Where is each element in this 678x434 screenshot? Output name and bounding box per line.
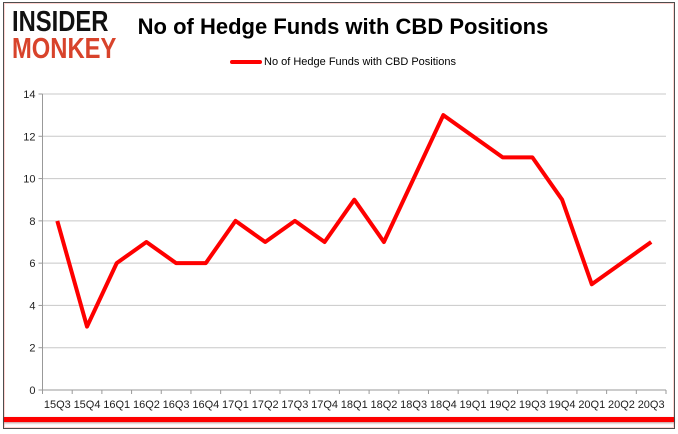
x-axis-label: 18Q4 [430, 399, 457, 411]
x-axis-label: 20Q3 [638, 399, 665, 411]
x-axis-label: 19Q4 [549, 399, 576, 411]
x-axis-label: 16Q1 [103, 399, 130, 411]
x-axis-label: 17Q3 [281, 399, 308, 411]
x-axis-label: 18Q2 [370, 399, 397, 411]
y-axis-label: 2 [29, 343, 35, 355]
x-axis-label: 17Q2 [252, 399, 279, 411]
y-axis-label: 12 [23, 131, 35, 143]
x-axis-label: 20Q1 [578, 399, 605, 411]
x-axis-label: 15Q3 [44, 399, 71, 411]
x-axis-label: 19Q2 [489, 399, 516, 411]
y-axis-label: 6 [29, 258, 35, 270]
x-axis-label: 19Q1 [460, 399, 487, 411]
x-axis-label: 18Q1 [341, 399, 368, 411]
chart-frame: INSIDER MONKEY No of Hedge Funds with CB… [3, 2, 675, 429]
bottom-red-bar [4, 417, 674, 422]
y-axis-label: 8 [29, 216, 35, 228]
x-axis-label: 18Q3 [400, 399, 427, 411]
x-axis-label: 20Q2 [608, 399, 635, 411]
x-axis-label: 19Q3 [519, 399, 546, 411]
y-axis-label: 4 [29, 300, 35, 312]
x-axis-label: 16Q2 [133, 399, 160, 411]
y-axis-label: 0 [29, 385, 35, 397]
x-axis-label: 15Q4 [74, 399, 101, 411]
x-axis-label: 17Q4 [311, 399, 338, 411]
x-axis-label: 16Q4 [192, 399, 219, 411]
x-axis-label: 17Q1 [222, 399, 249, 411]
y-axis-label: 10 [23, 174, 35, 186]
x-axis-label: 16Q3 [163, 399, 190, 411]
y-axis-label: 14 [23, 89, 35, 101]
